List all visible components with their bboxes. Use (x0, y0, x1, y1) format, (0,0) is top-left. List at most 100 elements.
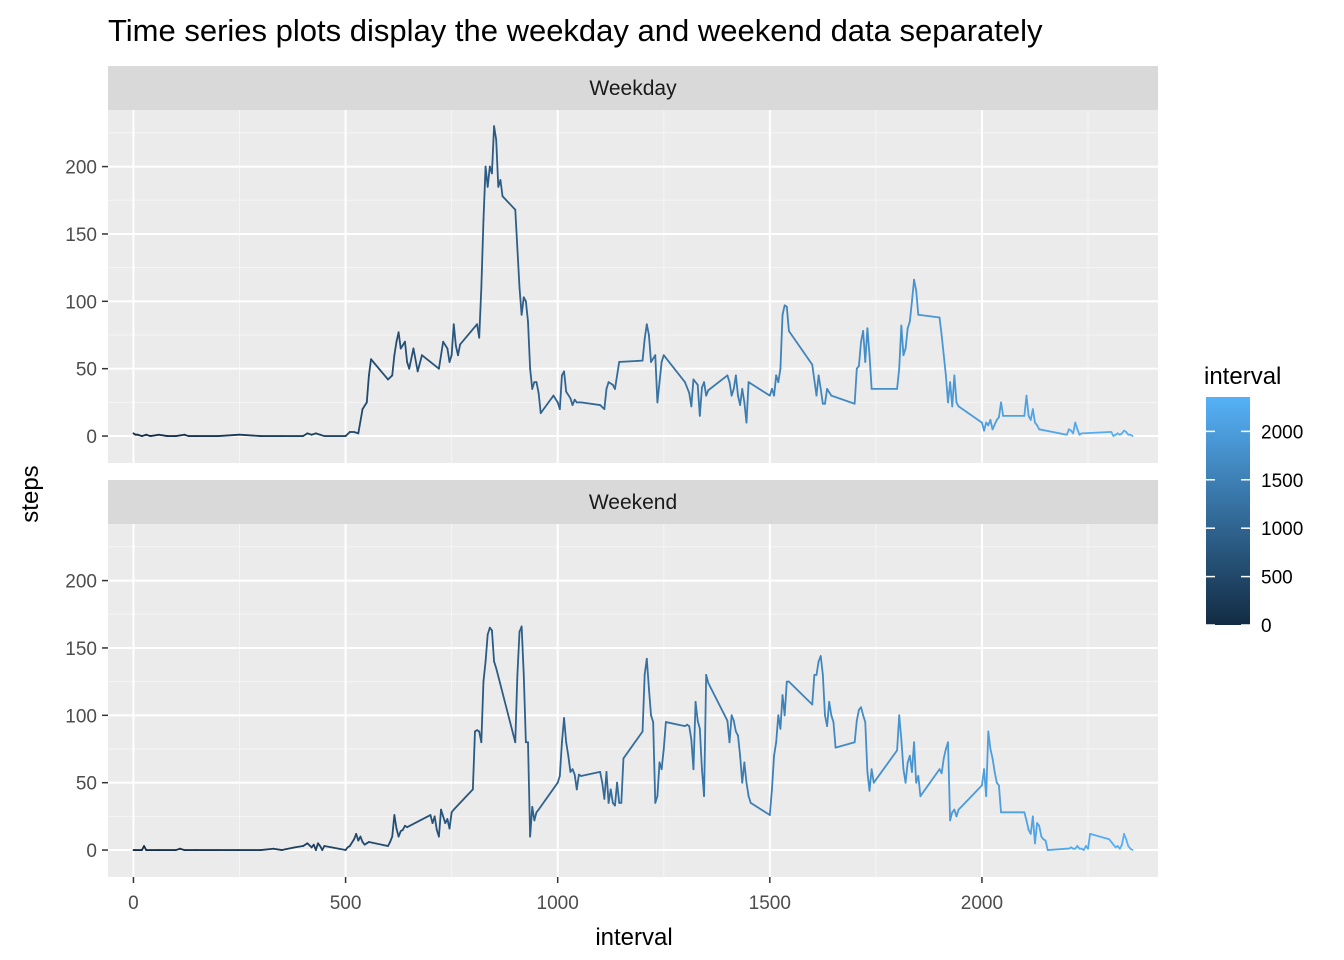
series-segment (565, 741, 570, 757)
series-segment (495, 667, 517, 744)
series-segment (989, 748, 994, 760)
series-segment (855, 709, 860, 722)
series-segment (690, 378, 695, 408)
facet-strip (108, 66, 1158, 110)
legend-tick-label: 0 (1261, 616, 1272, 637)
series-segment (660, 748, 665, 771)
series-segment (493, 125, 498, 141)
series-segment (868, 354, 873, 390)
series-segment (987, 730, 992, 750)
series-segment (1087, 832, 1092, 850)
series-segment (1065, 428, 1070, 436)
series-segment (811, 363, 818, 397)
series-segment (645, 323, 650, 336)
series-segment (563, 370, 568, 393)
series-segment (656, 381, 661, 404)
series-segment (942, 748, 947, 760)
series-segment (940, 334, 945, 357)
series-segment (864, 721, 869, 773)
series-segment (832, 721, 837, 749)
series-segment (484, 633, 489, 663)
series-segment (580, 771, 602, 777)
series-segment (728, 381, 733, 397)
x-tick-label: 0 (128, 893, 139, 914)
series-segment (391, 814, 396, 838)
legend-tick-label: 2000 (1261, 422, 1303, 443)
series-segment (953, 374, 958, 404)
series-segment (605, 381, 610, 390)
series-segment (614, 361, 621, 390)
series-segment (743, 761, 748, 784)
series-segment (942, 354, 947, 377)
series-segment (1000, 401, 1005, 417)
legend-tick-label: 500 (1261, 568, 1293, 589)
series-segment (917, 313, 941, 319)
series-segment (866, 327, 871, 357)
series-segment (726, 374, 731, 384)
series-segment (412, 347, 419, 373)
series-segment (705, 389, 710, 397)
series-segment (645, 657, 650, 690)
series-segment (915, 289, 920, 316)
series-segment (433, 815, 438, 831)
series-segment (688, 725, 693, 741)
series-segment (788, 680, 814, 706)
series-segment (567, 754, 572, 773)
series-segment (705, 674, 710, 684)
series-segment (989, 418, 994, 431)
series-segment (533, 811, 538, 822)
series-segment (872, 749, 898, 784)
series-segment (524, 300, 529, 323)
series-segment (527, 320, 532, 370)
series-segment (902, 347, 907, 357)
panel-weekend: Weekend 0 50 100 150 200 (65, 480, 1158, 877)
series-segment (906, 320, 911, 330)
series-segment (522, 674, 527, 744)
y-axis-title: steps (17, 465, 44, 522)
series-segment (1129, 433, 1134, 437)
series-segment (957, 405, 983, 424)
series-segment (819, 387, 824, 405)
series-segment (558, 374, 563, 411)
series-segment (662, 721, 667, 750)
series-segment (826, 387, 833, 397)
series-segment (788, 330, 814, 366)
series-segment (281, 846, 296, 851)
series-segment (344, 431, 351, 437)
series-segment (459, 323, 478, 346)
series-segment (323, 845, 347, 851)
series-segment (745, 781, 750, 798)
series-segment (529, 806, 534, 838)
legend-ticks: 0 500 1000 1500 2000 (1206, 422, 1303, 637)
series-segment (654, 795, 659, 804)
series-segment (605, 771, 610, 804)
series-segment (853, 367, 858, 405)
series-segment (438, 340, 445, 370)
series-segment (1038, 428, 1068, 436)
series-segment (821, 674, 826, 717)
series-segment (404, 340, 408, 363)
series-segment (616, 781, 621, 804)
series-segment (514, 208, 521, 289)
series-segment (514, 674, 519, 744)
panel-background (108, 524, 1158, 877)
series-segment (620, 757, 625, 804)
series-segment (940, 757, 945, 775)
series-segment (365, 374, 370, 404)
chart-title: Time series plots display the weekday an… (108, 13, 1043, 48)
legend-colorbar (1206, 397, 1250, 625)
series-segment (692, 378, 699, 386)
series-segment (728, 714, 733, 744)
series-segment (1123, 832, 1128, 841)
series-segment (828, 700, 833, 717)
series-segment (1089, 832, 1111, 841)
series-segment (777, 367, 782, 384)
series-segment (656, 761, 661, 798)
series-segment (641, 674, 646, 733)
series-segment (618, 359, 644, 363)
series-segment (622, 730, 644, 760)
series-segment (853, 719, 858, 744)
series-segment (357, 408, 364, 435)
series-segment (773, 374, 778, 397)
